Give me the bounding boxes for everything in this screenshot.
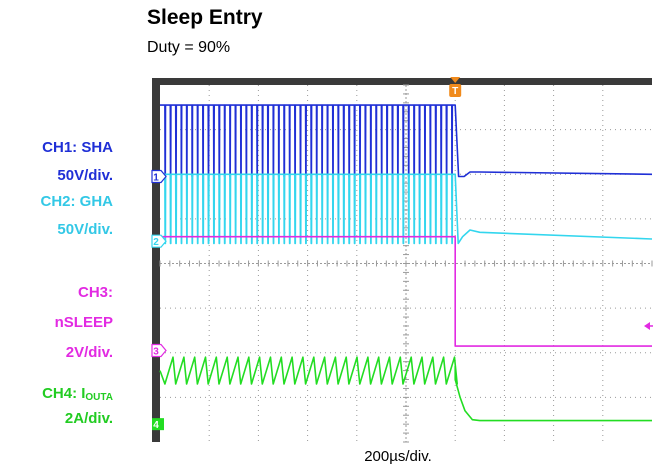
ch2-name-label: CH2: GHA <box>40 193 113 210</box>
scope-grid <box>152 78 653 443</box>
ch2-ground-marker: 2 <box>151 234 167 248</box>
ch3-marker-box <box>151 343 167 358</box>
chart-title: Sleep Entry <box>147 6 263 29</box>
ch2-marker-box <box>151 234 167 248</box>
ch1-ground-marker: 1 <box>151 169 167 184</box>
ch1-marker-label: 1 <box>153 172 159 183</box>
ch2-marker-label: 2 <box>153 237 159 248</box>
ch1-marker-box <box>151 169 167 184</box>
ch4-scale-label: 2A/div. <box>64 410 113 427</box>
trigger-label: T <box>452 86 458 97</box>
trigger-marker: T <box>449 77 462 97</box>
ch3-marker-label: 3 <box>153 347 159 358</box>
ch1-name-label: CH1: SHA <box>42 139 113 156</box>
scope-traces <box>159 104 653 422</box>
ch1-scale-label: 50V/div. <box>57 167 113 184</box>
ch4-name-label: CH4: IOUTA <box>42 385 113 403</box>
ch2-trace <box>160 173 653 245</box>
ch2-scale-label: 50V/div. <box>57 221 113 238</box>
ch4-name-subscript: OUTA <box>85 392 113 403</box>
ch3-signal-label: nSLEEP <box>54 314 113 331</box>
ch3-ground-marker: 3 <box>151 343 167 358</box>
timebase-label: 200µs/div. <box>364 448 432 465</box>
ch4-marker-label: 4 <box>153 420 159 431</box>
ch4-marker-box <box>152 418 164 431</box>
ch3-scale-label: 2V/div. <box>65 344 113 361</box>
scope-markers: 1 2 3 4 T <box>151 77 653 431</box>
trigger-arrow <box>450 77 461 83</box>
ch4-name-prefix: CH4: I <box>42 385 86 402</box>
ch3-name-label: CH3: <box>77 284 113 301</box>
ch4-trace <box>159 356 652 422</box>
chart-subtitle: Duty = 90% <box>147 39 231 56</box>
ch3-trace <box>160 235 652 347</box>
oscilloscope-plot: 1 2 3 4 T <box>151 77 653 443</box>
ch4-ground-marker: 4 <box>152 418 164 431</box>
trigger-level-arrow <box>644 321 650 330</box>
trigger-box <box>449 84 462 97</box>
